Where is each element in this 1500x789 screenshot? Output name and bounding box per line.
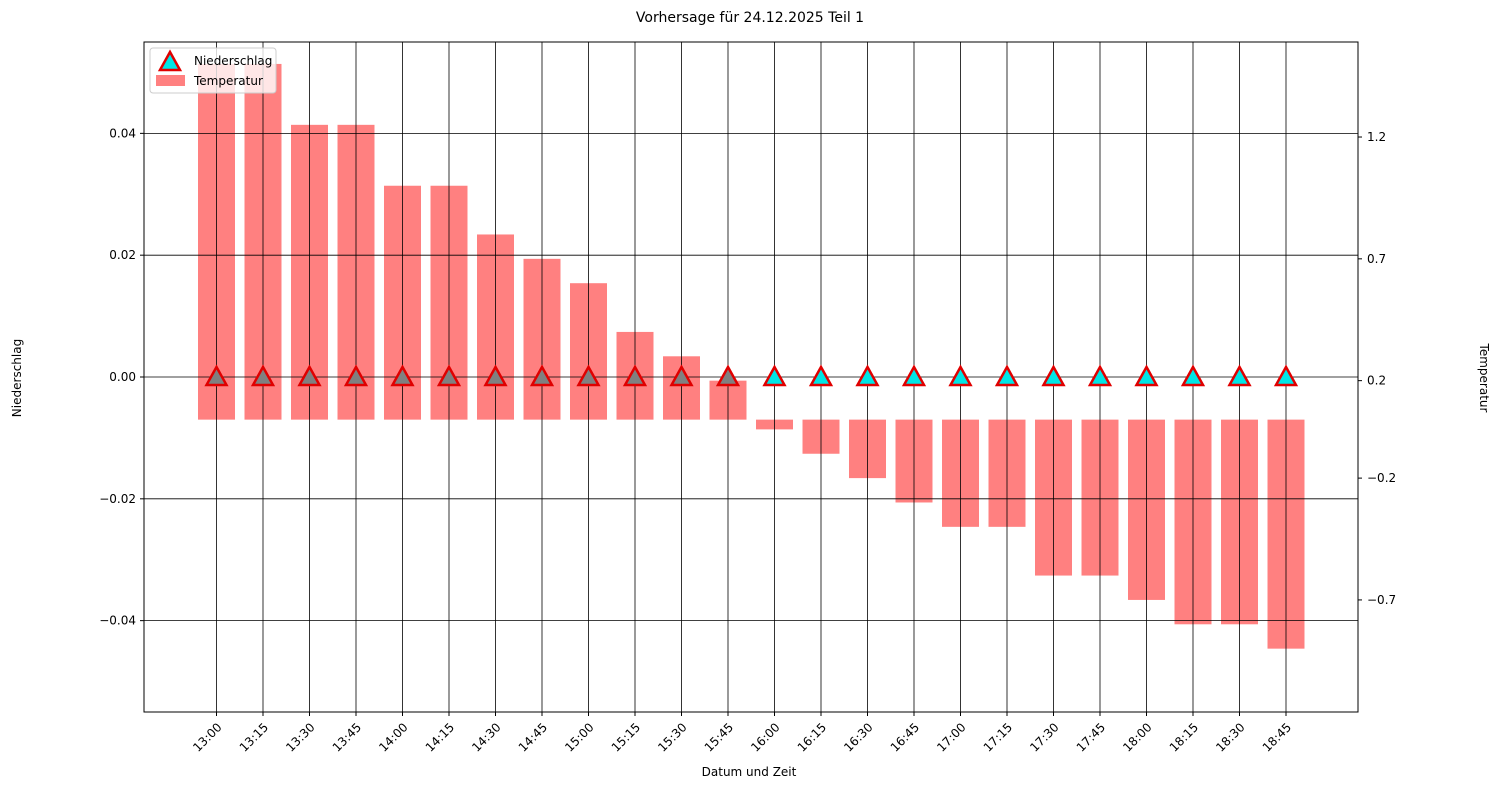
x-tick-label: 14:30: [469, 720, 503, 754]
right-tick-label: −0.7: [1367, 593, 1396, 607]
precipitation-marker: [1227, 364, 1252, 387]
x-tick-label: 14:00: [376, 720, 410, 754]
x-tick-label: 15:00: [562, 720, 596, 754]
x-tick-label: 15:45: [702, 720, 736, 754]
precipitation-marker: [1180, 364, 1206, 387]
precipitation-marker: [250, 364, 276, 387]
chart-title: Vorhersage für 24.12.2025 Teil 1: [636, 10, 864, 26]
legend-triangle-icon: [157, 49, 183, 72]
precipitation-marker: [1087, 364, 1113, 387]
left-tick-label: 0.04: [109, 126, 136, 140]
legend-label-niederschlag: Niederschlag: [194, 54, 272, 68]
x-tick-label: 13:45: [330, 720, 364, 754]
precipitation-marker: [529, 364, 555, 387]
precipitation-marker: [901, 364, 927, 387]
right-tick-label: −0.2: [1367, 471, 1396, 485]
precipitation-marker: [762, 364, 787, 387]
right-tick-label: 1.2: [1367, 130, 1386, 144]
x-axis-label: Datum und Zeit: [702, 765, 797, 779]
x-tick-label: 18:45: [1260, 720, 1294, 754]
x-tick-label: 16:45: [888, 720, 922, 754]
left-axis-label: Niederschlag: [10, 339, 24, 417]
x-tick-label: 15:30: [655, 720, 689, 754]
precipitation-marker: [483, 364, 508, 387]
precipitation-marker: [948, 364, 973, 387]
x-tick-label: 18:30: [1213, 720, 1247, 754]
x-tick-label: 16:00: [748, 720, 782, 754]
precipitation-marker: [622, 364, 648, 387]
x-tick-label: 14:45: [516, 720, 550, 754]
precipitation-marker: [436, 364, 462, 387]
x-tick-label: 17:45: [1074, 720, 1108, 754]
precipitation-marker: [343, 364, 369, 387]
x-tick-label: 17:15: [981, 720, 1015, 754]
precipitation-marker: [390, 364, 415, 387]
left-axis: 0.04 0.02 0.00 −0.02 −0.04: [99, 126, 144, 628]
precipitation-marker: [715, 364, 741, 387]
precipitation-marker: [204, 364, 229, 387]
precipitation-marker: [669, 364, 694, 387]
precipitation-marker: [994, 364, 1020, 387]
legend-bar-swatch: [156, 75, 185, 86]
precipitation-marker: [1134, 364, 1159, 387]
precipitation-marker: [1273, 364, 1299, 387]
precipitation-marker: [297, 364, 322, 387]
right-axis: 1.2 0.7 0.2 −0.2 −0.7: [1358, 130, 1396, 607]
x-axis: 13:00 13:15 13:30 13:45 14:00 14:15 14:30 14:45…: [190, 712, 1294, 755]
left-tick-label: 0.00: [109, 370, 136, 384]
x-tick-label: 16:15: [795, 720, 829, 754]
x-tick-label: 18:00: [1120, 720, 1154, 754]
x-tick-label: 17:30: [1027, 720, 1061, 754]
markers-layer: [204, 364, 1299, 387]
x-tick-label: 14:15: [423, 720, 457, 754]
x-tick-label: 18:15: [1167, 720, 1201, 754]
precipitation-marker: [855, 364, 880, 387]
left-tick-label: −0.04: [99, 614, 136, 628]
x-tick-label: 17:00: [934, 720, 968, 754]
x-tick-label: 16:30: [841, 720, 875, 754]
legend-label-temperatur: Temperatur: [193, 74, 263, 88]
precipitation-marker: [808, 364, 834, 387]
x-tick-label: 15:15: [609, 720, 643, 754]
left-tick-label: 0.02: [109, 248, 136, 262]
x-tick-label: 13:15: [237, 720, 271, 754]
bars-layer: [198, 63, 1305, 649]
legend: Niederschlag Temperatur: [149, 47, 277, 94]
x-tick-label: 13:30: [283, 720, 317, 754]
left-tick-label: −0.02: [99, 492, 136, 506]
right-tick-label: 0.7: [1367, 252, 1386, 266]
precipitation-marker: [576, 364, 601, 387]
right-axis-label: Temperatur: [1477, 343, 1491, 413]
right-tick-label: 0.2: [1367, 374, 1386, 388]
x-tick-label: 13:00: [190, 720, 224, 754]
precipitation-marker: [1041, 364, 1066, 387]
